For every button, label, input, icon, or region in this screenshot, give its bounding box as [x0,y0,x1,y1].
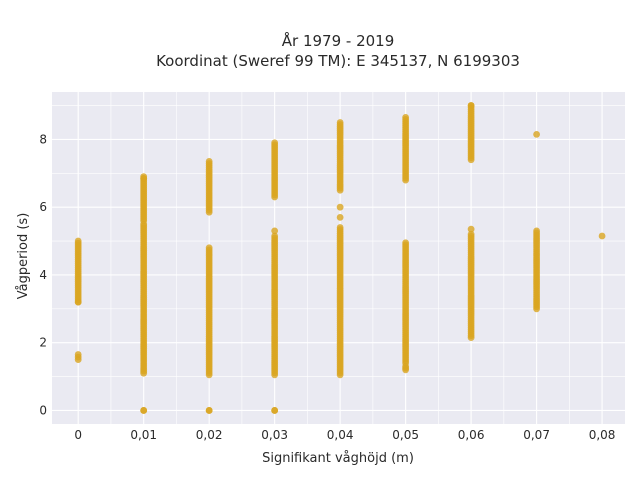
y-tick-label: 8 [39,132,47,146]
scatter-point [402,239,410,247]
x-tick-label: 0,01 [130,428,157,442]
x-tick-label: 0,07 [523,428,550,442]
data-points [74,102,606,414]
scatter-point [533,227,540,235]
y-tick-label: 0 [39,403,47,417]
x-tick-label: 0,06 [458,428,485,442]
y-axis-ticks: 0 2 4 6 8 [39,132,47,417]
scatter-point [467,102,475,109]
y-axis-label: Vågperiod (s) [16,213,31,300]
x-axis-label: Signifikant våghöjd (m) [262,451,414,466]
scatter-point [205,244,213,252]
scatter-point [74,237,82,245]
x-tick-label: 0 [74,428,82,442]
scatter-point [271,139,279,147]
chart-title: År 1979 - 2019 Koordinat (Sweref 99 TM):… [156,31,520,70]
scatter-point [140,174,148,182]
x-tick-label: 0,04 [327,428,354,442]
chart-title-line-1: År 1979 - 2019 [282,31,395,50]
scatter-point [271,227,279,235]
scatter-point [598,232,606,240]
scatter-point [467,230,475,238]
x-tick-label: 0,03 [261,428,288,442]
x-tick-label: 0,02 [196,428,223,442]
x-tick-label: 0,08 [589,428,616,442]
scatter-point [336,119,344,126]
y-tick-label: 4 [39,268,47,282]
scatter-point [336,224,344,231]
scatter-point [467,225,475,233]
scatter-point [74,298,82,306]
x-axis-ticks: 0 0,01 0,02 0,03 0,04 0,05 0,06 0,07 0,08 [74,428,615,442]
scatter-point [402,114,410,121]
scatter-point [74,351,82,358]
scatter-point [205,407,213,414]
scatter-point [271,407,279,414]
y-tick-label: 6 [39,200,47,214]
scatter-point [205,158,213,165]
chart-title-line-2: Koordinat (Sweref 99 TM): E 345137, N 61… [156,52,520,70]
scatter-point [271,232,279,240]
scatter-point [336,203,344,211]
scatter-point [140,407,148,414]
scatter-point [533,130,540,138]
x-tick-label: 0,05 [392,428,419,442]
scatter-point [336,213,344,221]
y-tick-label: 2 [39,336,47,350]
